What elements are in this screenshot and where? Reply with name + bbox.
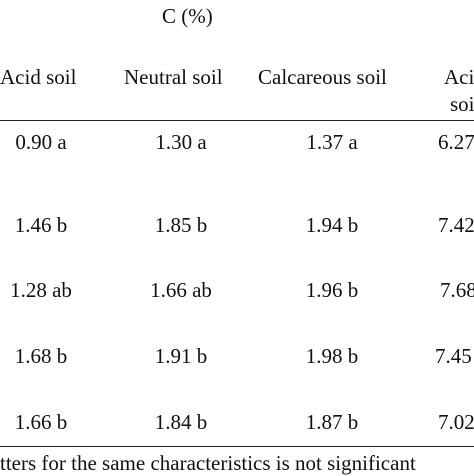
cell-calcareous: 1.98 b bbox=[305, 344, 359, 368]
cell-neutral: 1.66 ab bbox=[150, 278, 212, 302]
column-header-next-line1: Aci bbox=[444, 65, 474, 89]
cell-acid: 0.90 a bbox=[15, 130, 67, 154]
cell-calcareous: 1.87 b bbox=[305, 410, 359, 434]
header-rule bbox=[0, 120, 474, 121]
cell-acid: 1.28 ab bbox=[10, 278, 72, 302]
column-header-next-clipped: Aci soi bbox=[418, 58, 474, 120]
column-header-next-line2: soi bbox=[450, 92, 474, 116]
cell-calcareous: 1.96 b bbox=[305, 278, 359, 302]
cell-calcareous: 1.94 b bbox=[305, 213, 359, 237]
cell-neutral: 1.91 b bbox=[154, 344, 208, 368]
cell-neutral: 1.85 b bbox=[154, 213, 208, 237]
column-header-calcareous-soil: Calcareous soil bbox=[258, 65, 387, 89]
footnote: tters for the same characteristics is no… bbox=[0, 451, 416, 475]
cell-next: 7.45 bbox=[435, 344, 472, 368]
cell-acid: 1.46 b bbox=[14, 213, 68, 237]
cell-acid: 1.66 b bbox=[14, 410, 68, 434]
cell-neutral: 1.30 a bbox=[155, 130, 207, 154]
cell-next: 7.42 bbox=[438, 213, 474, 237]
group-header: C (%) bbox=[162, 4, 213, 28]
column-header-neutral-soil: Neutral soil bbox=[124, 65, 223, 89]
cell-next: 6.27 bbox=[438, 130, 474, 154]
cell-neutral: 1.84 b bbox=[154, 410, 208, 434]
bottom-rule bbox=[0, 446, 474, 447]
cell-calcareous: 1.37 a bbox=[306, 130, 358, 154]
cell-acid: 1.68 b bbox=[14, 344, 68, 368]
cell-next: 7.68 bbox=[440, 278, 474, 302]
cell-next: 7.02 bbox=[438, 410, 474, 434]
column-header-acid-soil: Acid soil bbox=[0, 65, 77, 89]
